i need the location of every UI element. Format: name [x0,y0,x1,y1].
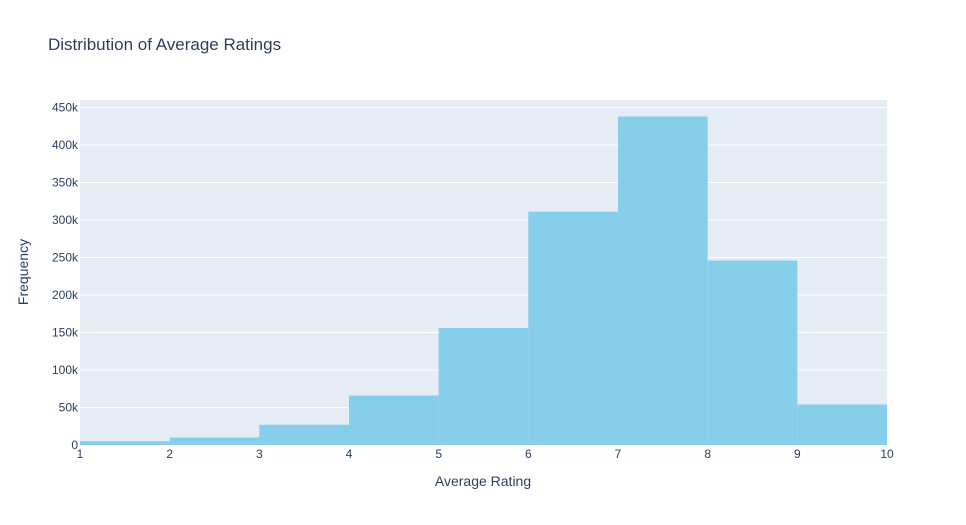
histogram-bar [349,395,439,445]
y-axis-ticks: 0 50k 100k 150k 200k 250k 300k 350k 400k 450k [52,101,79,453]
x-tick-label: 2 [166,447,173,461]
y-tick-label: 150k [52,326,79,340]
histogram-bar [618,116,708,445]
x-tick-label: 4 [346,447,353,461]
x-tick-label: 5 [435,447,442,461]
x-tick-label: 8 [704,447,711,461]
x-tick-label: 7 [615,447,622,461]
x-tick-label: 10 [880,447,894,461]
x-axis-title: Average Rating [435,473,531,489]
y-tick-label: 100k [52,363,79,377]
histogram-bar [438,328,529,445]
y-tick-label: 50k [59,401,79,415]
y-tick-label: 300k [52,213,79,227]
y-tick-label: 400k [52,138,79,152]
x-tick-label: 1 [77,447,84,461]
y-tick-label: 250k [52,251,79,265]
x-tick-label: 9 [794,447,801,461]
chart-title: Distribution of Average Ratings [48,35,281,54]
histogram-bar [797,404,887,445]
histogram-bar [259,424,349,445]
histogram-bar [80,441,170,445]
bars [80,116,887,445]
y-tick-label: 0 [71,438,78,452]
y-tick-label: 200k [52,288,79,302]
histogram-bar [707,260,798,445]
y-tick-label: 350k [52,176,79,190]
y-tick-label: 450k [52,101,79,115]
y-axis-title: Frequency [15,239,31,305]
x-tick-label: 3 [256,447,263,461]
x-axis-ticks: 1 2 3 4 5 6 7 8 9 10 [77,447,894,461]
histogram-bar [528,211,618,445]
histogram-bar [169,437,260,445]
x-tick-label: 6 [525,447,532,461]
